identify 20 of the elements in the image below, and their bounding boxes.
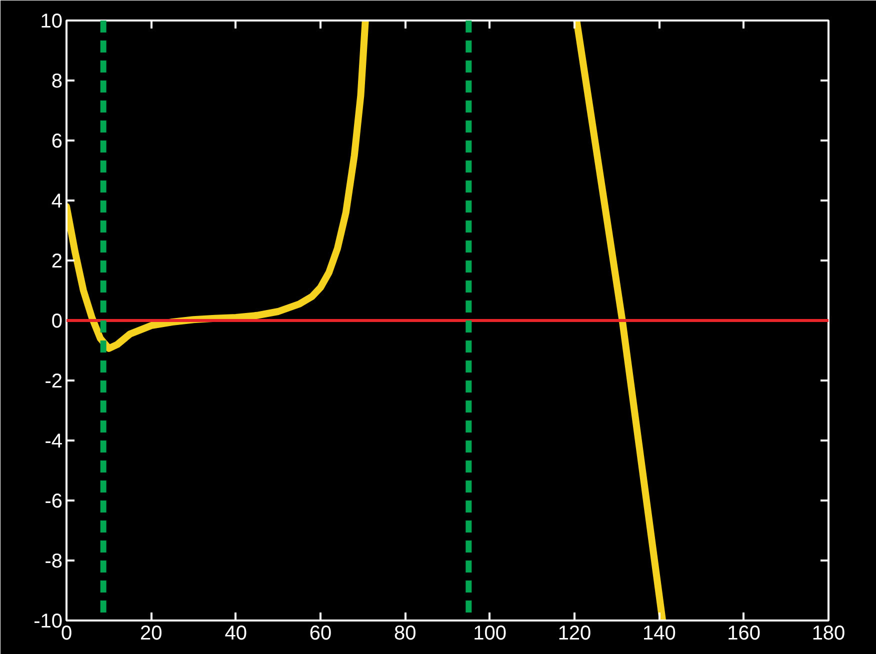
x-tick-label: 120 (558, 622, 592, 644)
x-tick-label: 160 (727, 622, 761, 644)
y-tick-label: -4 (44, 430, 63, 452)
y-tick-label: -2 (44, 370, 63, 392)
y-tick-label: -8 (44, 550, 63, 572)
x-tick-label: 140 (642, 622, 676, 644)
y-tick-label: 4 (51, 190, 62, 212)
x-tick-label: 180 (812, 622, 846, 644)
y-tick-label: -10 (34, 610, 62, 632)
y-tick-label: 0 (51, 310, 62, 332)
x-tick-label: 40 (224, 622, 247, 644)
y-tick-label: 6 (51, 130, 62, 152)
y-tick-label: 10 (40, 10, 63, 32)
x-tick-label: 60 (309, 622, 332, 644)
x-tick-label: 100 (473, 622, 507, 644)
y-tick-label: 2 (51, 250, 62, 272)
x-tick-label: 20 (140, 622, 162, 644)
x-tick-label: 80 (394, 622, 416, 644)
y-tick-label: 8 (51, 70, 62, 92)
y-tick-label: -6 (44, 490, 63, 512)
